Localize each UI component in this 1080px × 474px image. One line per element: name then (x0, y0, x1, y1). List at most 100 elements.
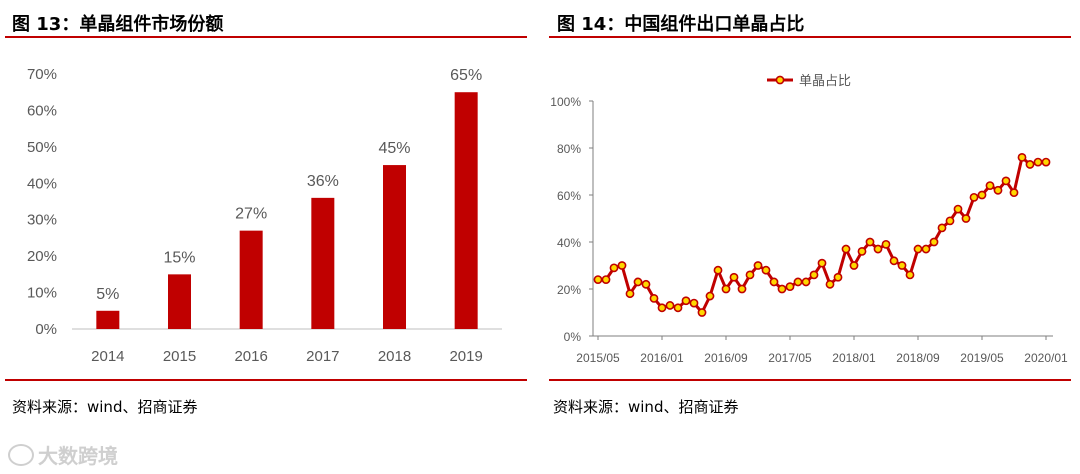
data-point (889, 256, 899, 266)
data-point (737, 284, 747, 294)
data-point (673, 303, 683, 313)
y-tick-label: 40% (557, 236, 581, 250)
right-bottom-rule (549, 379, 1071, 381)
data-point (993, 185, 1003, 195)
data-point (1009, 188, 1019, 198)
data-point (1001, 176, 1011, 186)
data-point (841, 244, 851, 254)
data-point (929, 237, 939, 247)
x-tick-label: 2016/09 (704, 351, 748, 365)
x-tick-label: 2019 (449, 348, 482, 365)
watermark-text: 大数跨境 (38, 444, 118, 468)
legend-label: 单晶占比 (799, 73, 851, 88)
data-point (825, 279, 835, 289)
y-tick-label: 80% (557, 142, 581, 156)
y-tick-label: 0% (564, 330, 582, 344)
x-tick-label: 2017 (306, 348, 339, 365)
data-point (625, 289, 635, 299)
data-point (865, 237, 875, 247)
series-line (598, 155, 1046, 314)
bar-data-label: 65% (450, 67, 482, 84)
x-tick-label: 2016 (234, 348, 267, 365)
x-tick-label: 2018/01 (832, 351, 876, 365)
x-tick-label: 2020/01 (1024, 351, 1068, 365)
data-point (1025, 160, 1035, 169)
data-point (745, 270, 755, 280)
bar-data-label: 5% (96, 286, 119, 303)
line-chart: 0% 20% 40% 60% 80% 100% 2015/05 2016/01 2016/09 2… (550, 73, 1068, 365)
bar-data-label: 36% (307, 173, 339, 190)
y-tick-label: 70% (27, 66, 57, 83)
data-point (793, 277, 803, 287)
data-point (633, 277, 643, 287)
data-point (913, 244, 923, 254)
x-tick-label: 2015 (163, 348, 196, 365)
data-point (753, 261, 763, 270)
left-source-note: 资料来源：wind、招商证券 (12, 398, 198, 416)
data-point (713, 265, 723, 275)
left-title-rule (5, 36, 527, 38)
y-tick-label: 20% (27, 248, 57, 265)
bar (96, 310, 120, 329)
x-tick-label: 2018/09 (896, 351, 940, 365)
bar (239, 230, 263, 329)
left-figure-panel: 图 13：单晶组件市场份额 0% 10% 20% 30% 40% 50% 60% 70% 5% 2… (0, 0, 530, 474)
data-point (921, 244, 931, 254)
x-tick-label: 2018 (378, 348, 411, 365)
data-point (689, 298, 699, 308)
data-point (953, 204, 963, 214)
data-point (721, 284, 731, 294)
y-tick-label: 50% (27, 139, 57, 156)
data-point (609, 263, 619, 273)
left-figure-title: 图 13：单晶组件市场份额 (12, 14, 224, 35)
x-tick-label: 2015/05 (576, 351, 620, 365)
right-figure-title: 图 14：中国组件出口单晶占比 (557, 14, 805, 35)
y-tick-label: 30% (27, 212, 57, 229)
data-point (809, 270, 819, 280)
data-point (601, 275, 611, 284)
legend-marker-icon (775, 75, 785, 85)
data-point (665, 301, 675, 310)
data-point (801, 277, 811, 287)
left-bottom-rule (5, 379, 527, 381)
x-tick-label: 2017/05 (768, 351, 812, 365)
data-point (729, 272, 739, 282)
data-point (649, 293, 659, 303)
watermark-logo-icon (8, 443, 34, 466)
data-point (881, 239, 891, 249)
data-point (945, 216, 955, 226)
bar (311, 197, 335, 329)
data-point (833, 272, 843, 282)
data-point (617, 261, 627, 270)
data-point (593, 275, 603, 284)
data-point (849, 261, 859, 270)
data-point (761, 265, 771, 275)
data-point (985, 181, 995, 190)
data-point (969, 192, 979, 202)
data-point (641, 279, 651, 289)
bar (454, 92, 478, 329)
data-point (977, 190, 987, 200)
data-point (961, 214, 971, 223)
x-tick-label: 2019/05 (960, 351, 1004, 365)
data-point (657, 303, 667, 313)
bar-chart: 0% 10% 20% 30% 40% 50% 60% 70% 5% 2014 15% 2015 27% 2… (27, 66, 502, 365)
x-tick-label: 2014 (91, 348, 124, 365)
data-point (785, 282, 795, 292)
y-tick-label: 40% (27, 175, 57, 192)
data-point (1041, 157, 1051, 167)
y-tick-label: 60% (557, 189, 581, 203)
data-point (897, 261, 907, 270)
y-tick-label: 60% (27, 102, 57, 119)
data-point (681, 296, 691, 306)
right-source-note: 资料来源：wind、招商证券 (553, 398, 739, 416)
x-tick-label: 2016/01 (640, 351, 684, 365)
data-point (817, 258, 827, 268)
right-title-rule (549, 36, 1071, 38)
data-point (697, 308, 707, 317)
data-point (1033, 157, 1043, 167)
data-point (857, 246, 867, 256)
bar-data-label: 15% (163, 249, 195, 266)
data-point (873, 244, 883, 254)
data-point (905, 270, 915, 280)
